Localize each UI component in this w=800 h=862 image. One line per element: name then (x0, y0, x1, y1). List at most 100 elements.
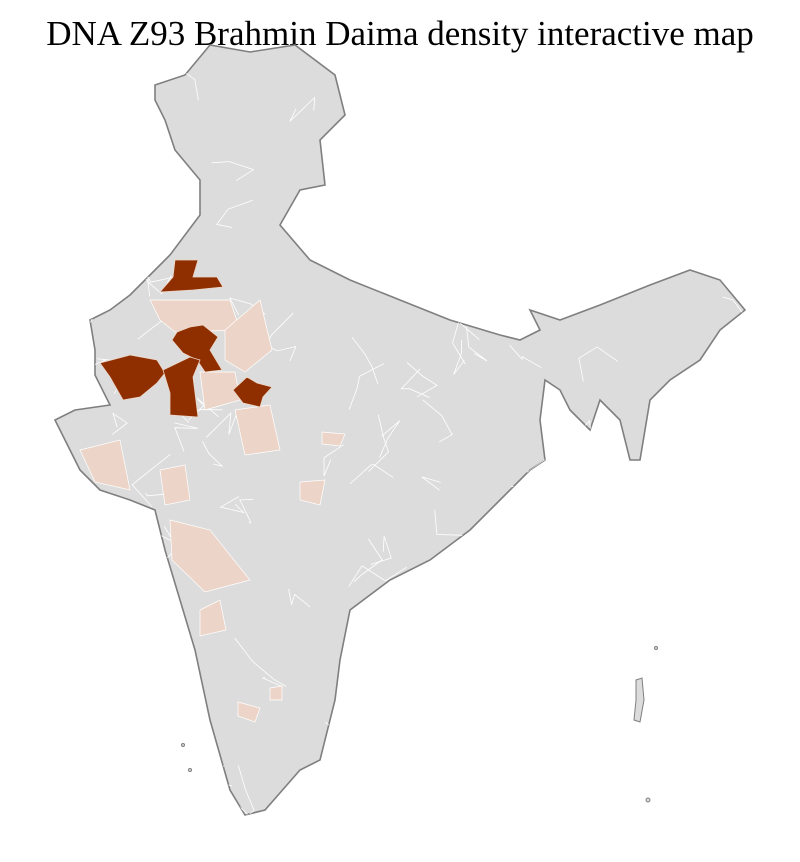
district-high[interactable] (99, 354, 166, 401)
district-low[interactable] (224, 299, 273, 373)
map-title: DNA Z93 Brahmin Daima density interactiv… (46, 14, 754, 53)
district-border-line (466, 326, 488, 362)
district-border-line (348, 363, 385, 410)
district-border-line (132, 45, 157, 70)
district-border-line (639, 766, 668, 785)
district-border-line (144, 785, 164, 809)
district-low[interactable] (199, 599, 227, 637)
district-border-line (370, 47, 388, 76)
district-border-line (578, 346, 619, 382)
district-low[interactable] (79, 439, 131, 491)
district-border-line (574, 541, 594, 564)
district-border-line (610, 45, 660, 53)
district-border-line (139, 45, 162, 70)
district-border-line (174, 422, 198, 452)
district-border-line (368, 414, 389, 472)
island (181, 743, 185, 747)
district-low[interactable] (199, 371, 241, 411)
district-border-line (406, 362, 438, 398)
district-border-line (553, 423, 574, 476)
district-border-line (288, 588, 311, 608)
district-border-line (57, 286, 81, 309)
district-border-line (595, 64, 653, 100)
district-border-line (453, 340, 465, 375)
district-border-line (154, 526, 177, 547)
district-border-line (369, 605, 392, 655)
district-border-line (452, 321, 480, 365)
district-border-line (353, 718, 375, 734)
district-border-line (403, 631, 432, 666)
district-border-line (731, 121, 745, 158)
district-border-line (646, 679, 669, 699)
low-density-districts (79, 299, 346, 723)
district-border-line (370, 535, 392, 565)
district-border-line (353, 538, 383, 583)
district-border-line (358, 139, 374, 163)
district-border-line (422, 399, 453, 443)
district-border-line (447, 136, 487, 162)
district-border-line (409, 705, 434, 747)
district-border-line (529, 565, 560, 597)
islands (181, 646, 658, 803)
district-border-line (349, 464, 394, 485)
district-border-line (374, 219, 396, 239)
district-border-line (430, 144, 468, 171)
district-border-line (131, 560, 152, 609)
district-border-line (202, 441, 224, 467)
district-border-line (498, 661, 540, 722)
district-high[interactable] (171, 324, 223, 373)
district-border-line (72, 511, 107, 543)
district-border-line (386, 121, 411, 152)
district-border-line (676, 602, 697, 628)
district-low[interactable] (159, 464, 191, 506)
district-border-line (219, 496, 245, 514)
district-border-line (55, 165, 91, 177)
district-low[interactable] (237, 701, 261, 723)
district-high[interactable] (232, 376, 273, 408)
district-border-line (237, 765, 255, 815)
island (188, 768, 192, 772)
district-border-line (55, 181, 92, 214)
district-border-line (341, 659, 357, 695)
district-border-line (723, 251, 745, 286)
district-low[interactable] (321, 431, 346, 447)
district-border-line (206, 412, 238, 438)
district-low[interactable] (299, 479, 326, 506)
district-low[interactable] (269, 685, 283, 701)
district-border-line (383, 679, 421, 735)
district-border-line (627, 622, 653, 643)
district-border-line (432, 806, 460, 815)
district-border-line (55, 130, 100, 153)
high-density-districts (99, 259, 273, 418)
district-border-line (366, 214, 416, 234)
district-border-line (400, 368, 430, 398)
district-border-line (461, 107, 487, 136)
district-border-line (147, 275, 175, 297)
district-border-line (348, 565, 408, 587)
island (654, 646, 658, 650)
district-border-line (68, 314, 88, 345)
district-border-line (369, 789, 404, 815)
district-border-line (628, 161, 652, 180)
district-border-line (511, 289, 562, 307)
district-border-line (482, 217, 489, 240)
district-border-line (131, 454, 171, 507)
district-low[interactable] (169, 519, 251, 593)
district-border-line (103, 199, 135, 221)
district-border-line (340, 48, 368, 81)
district-high[interactable] (159, 259, 224, 293)
district-border-line (484, 45, 522, 59)
district-border-line (289, 96, 316, 122)
island (645, 797, 651, 803)
district-border-line (421, 476, 441, 491)
district-border-line (61, 240, 83, 265)
district-border-line (493, 212, 533, 234)
district-border-line (137, 660, 167, 673)
district-border-line (545, 719, 571, 753)
district-border-line (524, 249, 541, 272)
district-border-line (677, 55, 722, 77)
andaman-islands[interactable] (633, 677, 645, 723)
district-high[interactable] (162, 356, 201, 418)
district-border-line (716, 425, 745, 445)
